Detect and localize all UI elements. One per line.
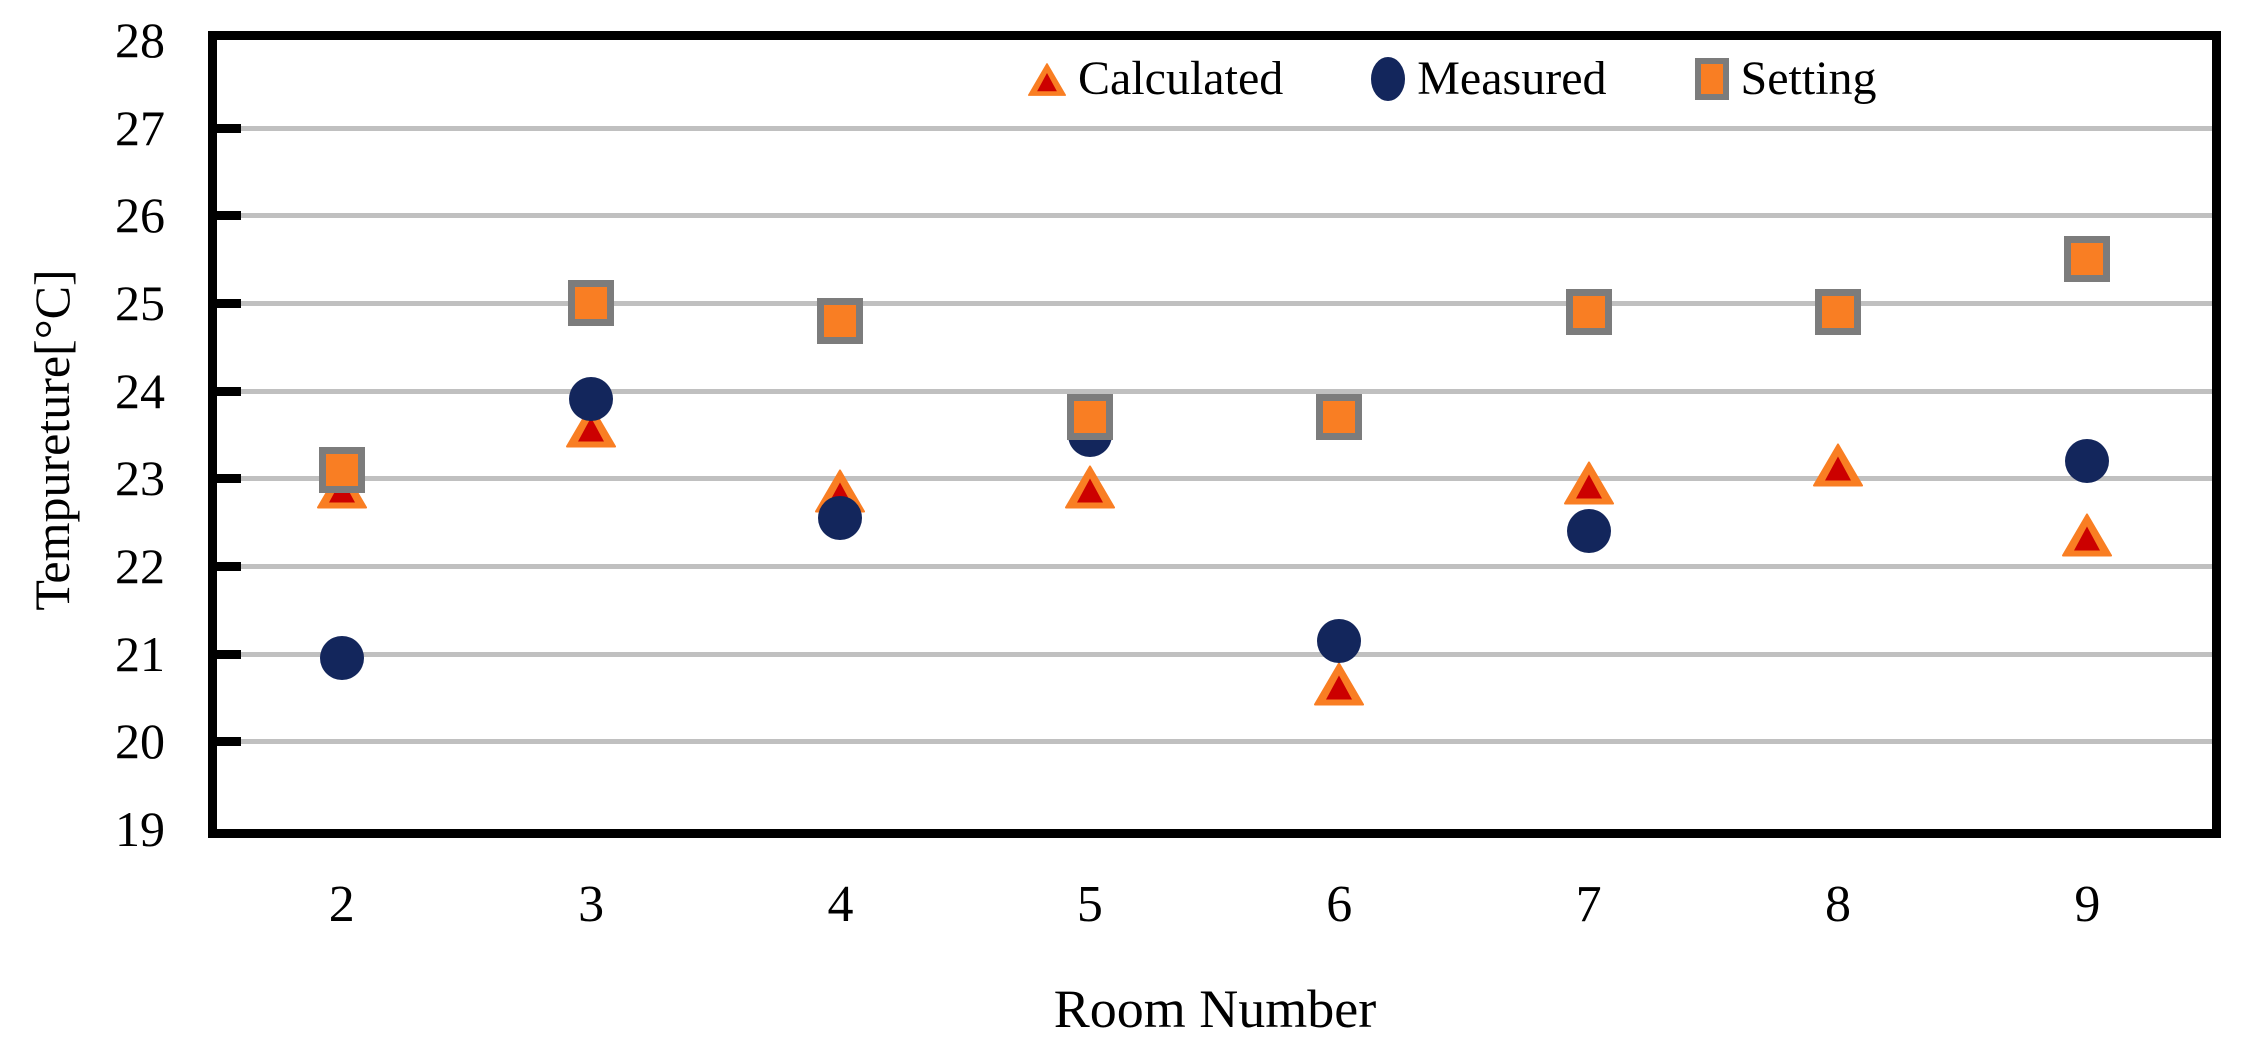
calculated-marker-room-7 xyxy=(1563,461,1614,505)
gridline-22 xyxy=(217,564,2212,569)
legend: Calculated Measured Setting xyxy=(1012,46,1893,112)
y-tick-mark-20 xyxy=(217,737,241,747)
x-tick-label-3: 3 xyxy=(578,876,605,933)
x-tick-label-2: 2 xyxy=(328,876,355,933)
y-tick-mark-23 xyxy=(217,474,241,484)
measured-marker-room-3 xyxy=(569,377,614,422)
legend-label-measured: Measured xyxy=(1417,52,1607,105)
y-tick-label-20: 20 xyxy=(115,713,165,770)
x-tick-label-4: 4 xyxy=(827,876,854,933)
setting-marker-room-5 xyxy=(1066,393,1113,440)
calculated-marker-room-6 xyxy=(1314,662,1365,706)
y-tick-mark-25 xyxy=(217,299,241,308)
legend-item-measured: Measured xyxy=(1371,49,1607,109)
y-tick-label-24: 24 xyxy=(115,362,165,419)
gridline-27 xyxy=(217,125,2212,131)
y-tick-mark-27 xyxy=(217,123,241,133)
setting-marker-room-7 xyxy=(1565,288,1612,335)
measured-marker-room-6 xyxy=(1317,618,1362,663)
x-tick-label-7: 7 xyxy=(1575,876,1602,933)
setting-marker-room-8 xyxy=(1814,288,1861,335)
y-tick-label-27: 27 xyxy=(115,99,165,156)
setting-marker-room-4 xyxy=(817,297,864,344)
gridline-23 xyxy=(217,476,2212,482)
x-axis-title: Room Number xyxy=(1053,979,1377,1039)
x-tick-label-6: 6 xyxy=(1326,876,1353,933)
calculated-marker-room-5 xyxy=(1064,465,1115,509)
gridline-20 xyxy=(217,739,2212,745)
y-tick-label-22: 22 xyxy=(115,538,165,594)
gridline-24 xyxy=(217,388,2212,394)
legend-item-setting: Setting xyxy=(1694,49,1877,109)
setting-marker-room-6 xyxy=(1316,393,1363,440)
gridline-25 xyxy=(217,301,2212,306)
y-tick-label-23: 23 xyxy=(115,450,165,507)
calculated-marker-room-8 xyxy=(1812,443,1863,487)
measured-legend-marker-icon xyxy=(1371,57,1406,101)
y-tick-label-28: 28 xyxy=(115,12,165,68)
y-tick-label-21: 21 xyxy=(115,625,165,682)
measured-marker-room-4 xyxy=(818,495,863,540)
gridline-26 xyxy=(217,213,2212,219)
x-tick-label-9: 9 xyxy=(2074,876,2101,933)
measured-marker-room-7 xyxy=(1566,508,1611,553)
setting-marker-room-9 xyxy=(2064,236,2111,283)
y-tick-label-19: 19 xyxy=(115,801,165,857)
y-tick-mark-26 xyxy=(217,211,241,221)
calculated-marker-room-3 xyxy=(566,404,617,448)
measured-marker-room-9 xyxy=(2065,438,2110,483)
x-tick-label-8: 8 xyxy=(1824,876,1851,933)
legend-label-calculated: Calculated xyxy=(1078,52,1284,105)
measured-marker-room-2 xyxy=(319,636,364,681)
gridline-21 xyxy=(217,651,2212,657)
calculated-legend-marker-icon xyxy=(1028,62,1066,96)
legend-label-setting: Setting xyxy=(1740,52,1877,105)
y-tick-mark-24 xyxy=(217,386,241,396)
plot-area xyxy=(208,31,2221,838)
y-tick-label-25: 25 xyxy=(115,275,165,331)
calculated-marker-room-9 xyxy=(2062,513,2113,557)
setting-legend-marker-icon xyxy=(1694,58,1729,100)
setting-marker-room-2 xyxy=(318,446,365,493)
y-tick-mark-22 xyxy=(217,562,241,571)
setting-marker-room-3 xyxy=(568,280,615,326)
y-tick-mark-21 xyxy=(217,649,241,659)
x-tick-label-5: 5 xyxy=(1076,876,1103,933)
y-tick-label-26: 26 xyxy=(115,187,165,244)
legend-item-calculated: Calculated xyxy=(1028,49,1283,109)
